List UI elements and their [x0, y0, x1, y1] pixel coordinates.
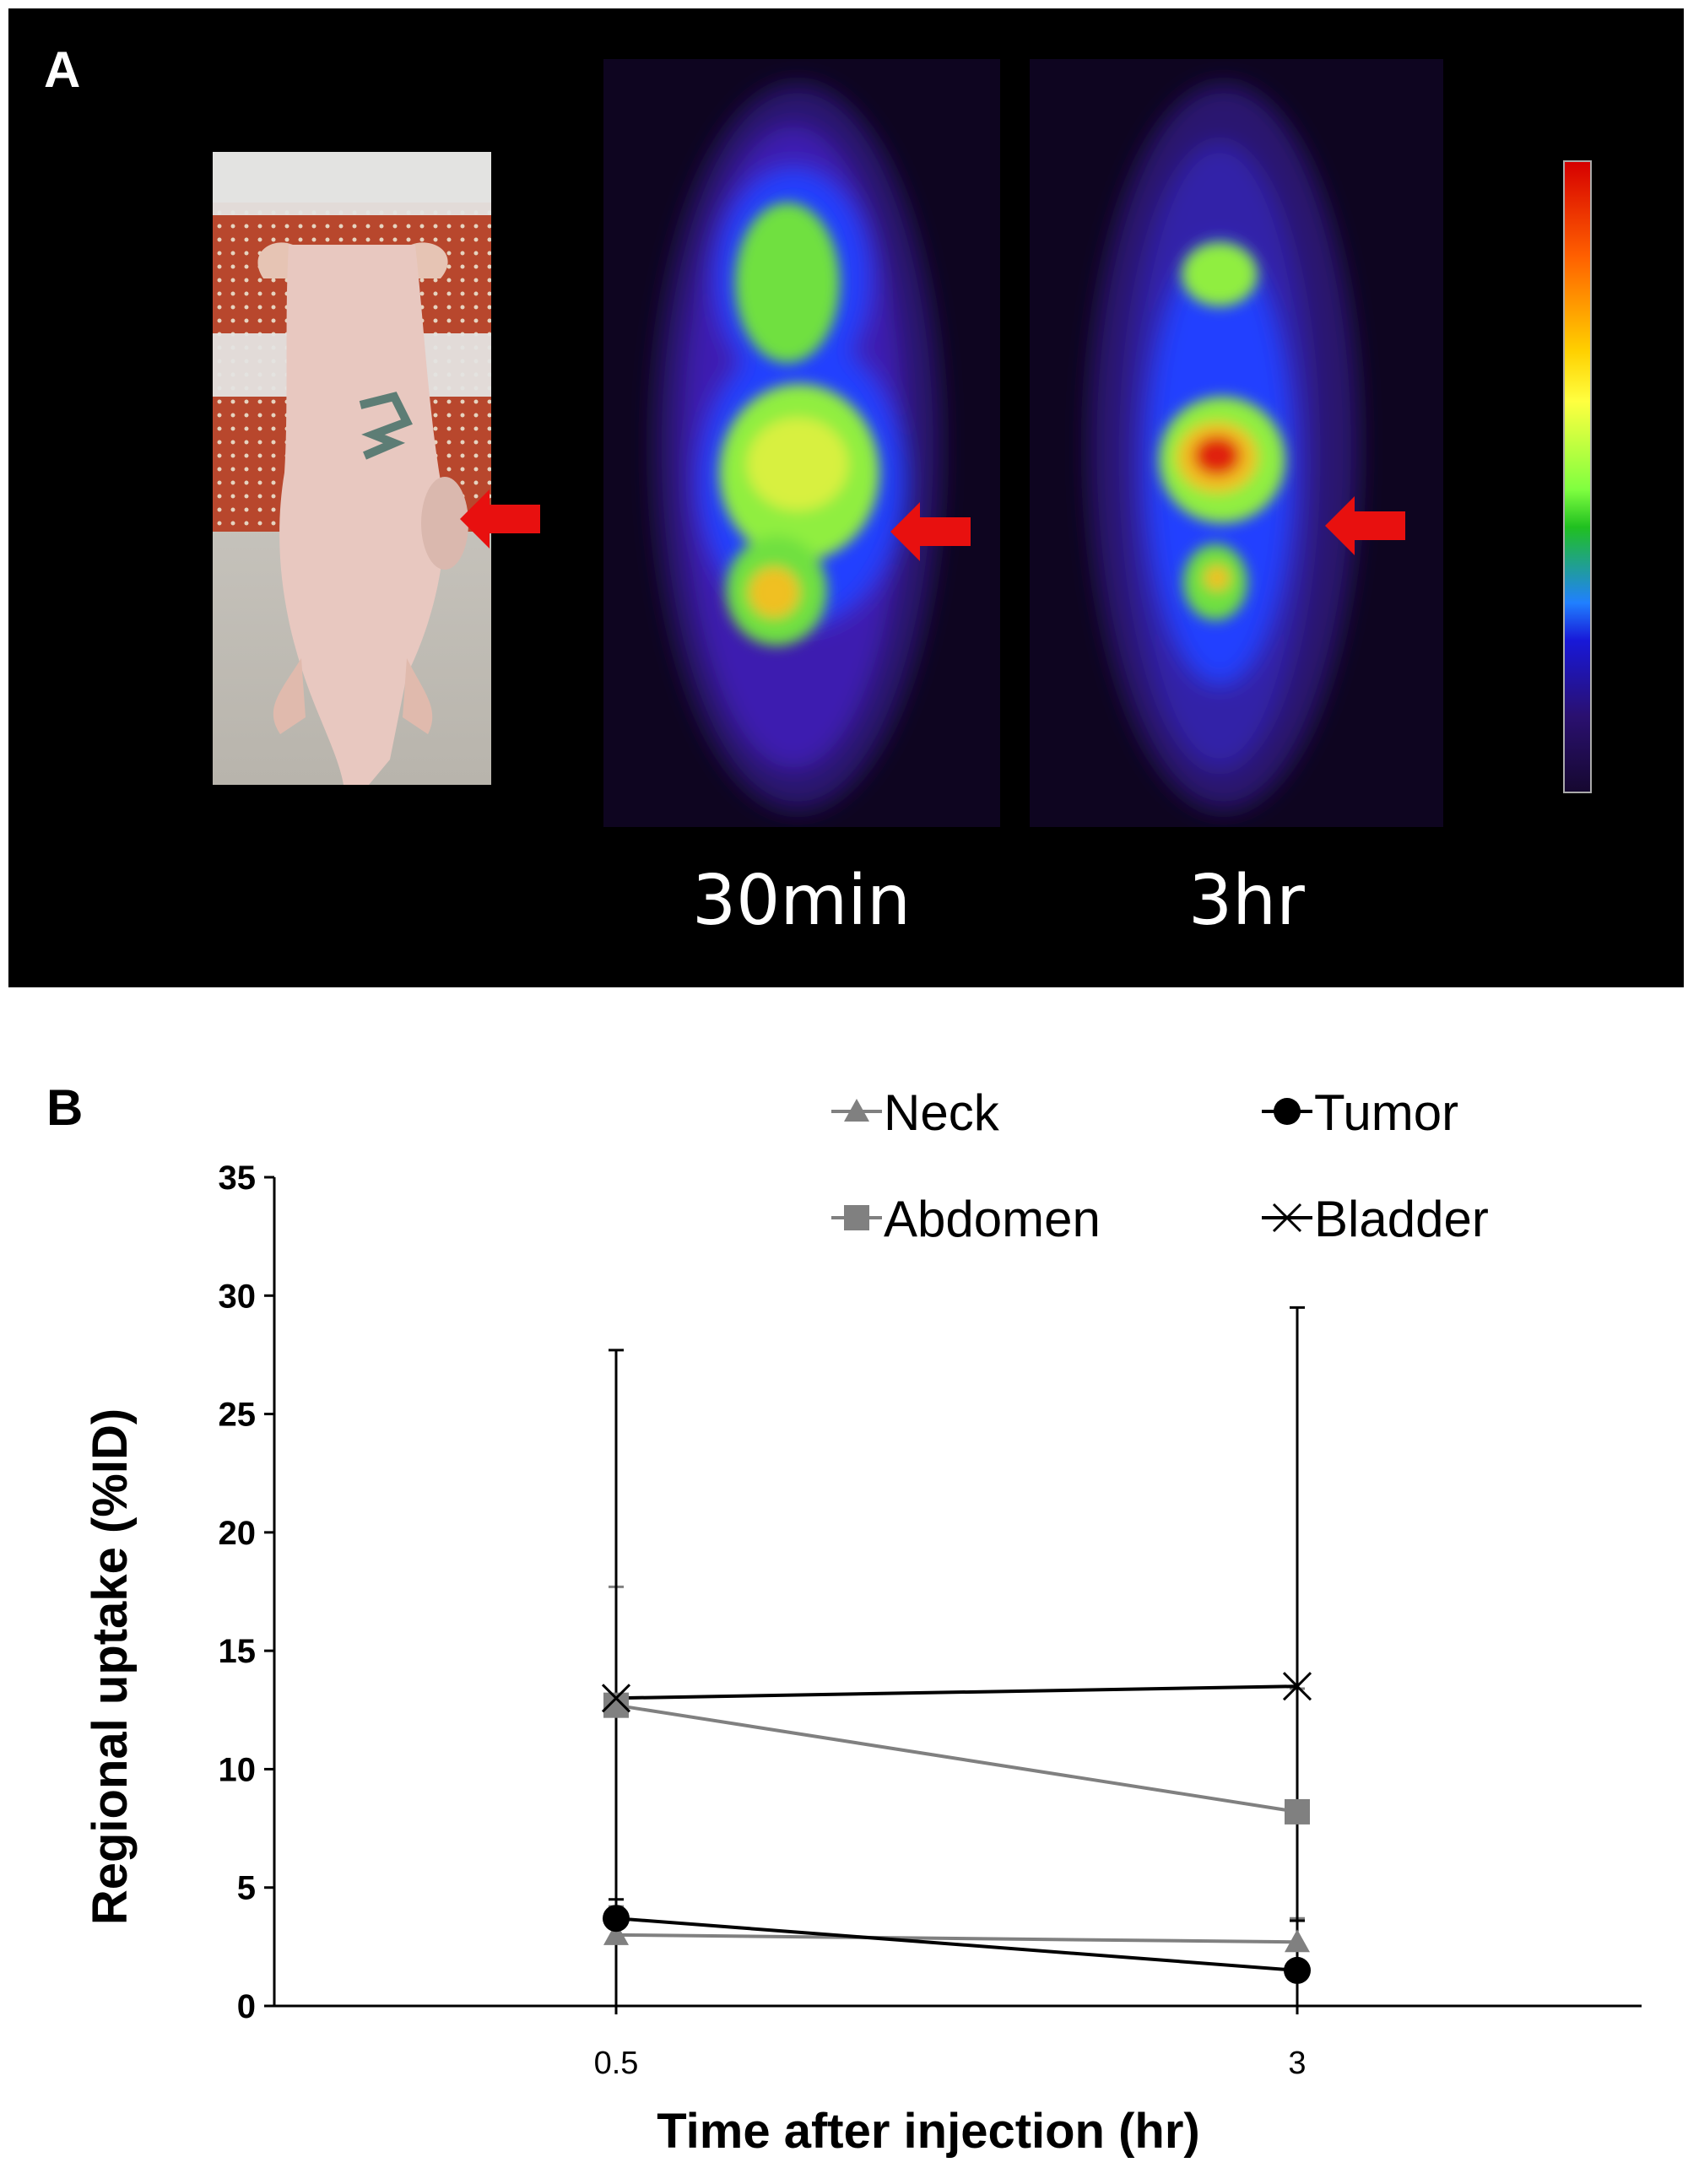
marker-tumor: [1284, 1956, 1311, 1984]
legend-marker-abdomen: [844, 1205, 869, 1230]
marker-stroke: [1272, 1203, 1302, 1233]
legend-label-tumor: Tumor: [1314, 1084, 1458, 1141]
marker-bladder: [601, 1684, 631, 1713]
y-tick-label: 25: [219, 1397, 257, 1434]
series-line-bladder: [615, 1684, 1298, 1700]
panel-a-letter: A: [44, 41, 81, 98]
x-axis-label: Time after injection (hr): [657, 2104, 1199, 2159]
y-tick-label: 10: [219, 1751, 257, 1788]
intensity-colorbar: [1563, 160, 1592, 793]
y-tick-label: 20: [219, 1515, 257, 1552]
marker-abdomen: [1285, 1798, 1310, 1825]
legend-marker-tumor: [1274, 1098, 1301, 1125]
series-markers: [601, 1672, 1312, 1984]
red-arrow-3hr: [1325, 496, 1405, 555]
red-arrow-photo: [460, 489, 540, 549]
series-line-tumor: [615, 1916, 1298, 1972]
x-tick-label: 3: [1288, 2046, 1306, 2081]
chart-axes: [264, 1176, 1642, 2014]
legend-label-abdomen: Abdomen: [884, 1191, 1101, 1247]
time-label-3hr: 3hr: [1188, 861, 1305, 941]
chart-legend: Neck Tumor Abdomen Bladder: [831, 1084, 1489, 1247]
legend-label-neck: Neck: [884, 1084, 1000, 1141]
scan-30min: [603, 59, 1000, 827]
x-tick-label: 0.5: [594, 2046, 639, 2081]
error-bars: [609, 1306, 1305, 2006]
y-axis-label: Regional uptake (%ID): [83, 1408, 138, 1925]
time-label-30min: 30min: [692, 861, 911, 941]
red-arrow-30min: [890, 502, 971, 561]
series-line-neck: [615, 1933, 1298, 1944]
y-tick-label: 35: [219, 1160, 257, 1197]
y-tick-label: 15: [219, 1633, 257, 1670]
mouse-photograph: [213, 152, 491, 785]
marker-stroke: [1282, 1672, 1312, 1701]
marker-neck: [603, 1922, 629, 1945]
y-tick-label: 0: [237, 1988, 256, 2025]
x-tick-labels: 0.5 3: [594, 2046, 1307, 2081]
y-tick-label: 30: [219, 1278, 257, 1315]
marker-bladder: [1282, 1672, 1312, 1701]
series-lines: [615, 1684, 1298, 1972]
legend-marker-neck: [844, 1099, 869, 1122]
legend-marker-bladder: [1272, 1203, 1302, 1233]
marker-stroke: [601, 1684, 631, 1713]
legend-label-bladder: Bladder: [1314, 1191, 1489, 1247]
y-tick-labels: 0 5 10 15 20 25 30 35: [219, 1160, 257, 2025]
y-tick-label: 5: [237, 1870, 256, 1907]
panel-b-letter: B: [46, 1079, 84, 1136]
marker-tumor: [603, 1905, 630, 1933]
series-line-abdomen: [615, 1703, 1298, 1814]
scan-3hr: [1030, 59, 1443, 827]
marker-neck: [1285, 1929, 1310, 1953]
